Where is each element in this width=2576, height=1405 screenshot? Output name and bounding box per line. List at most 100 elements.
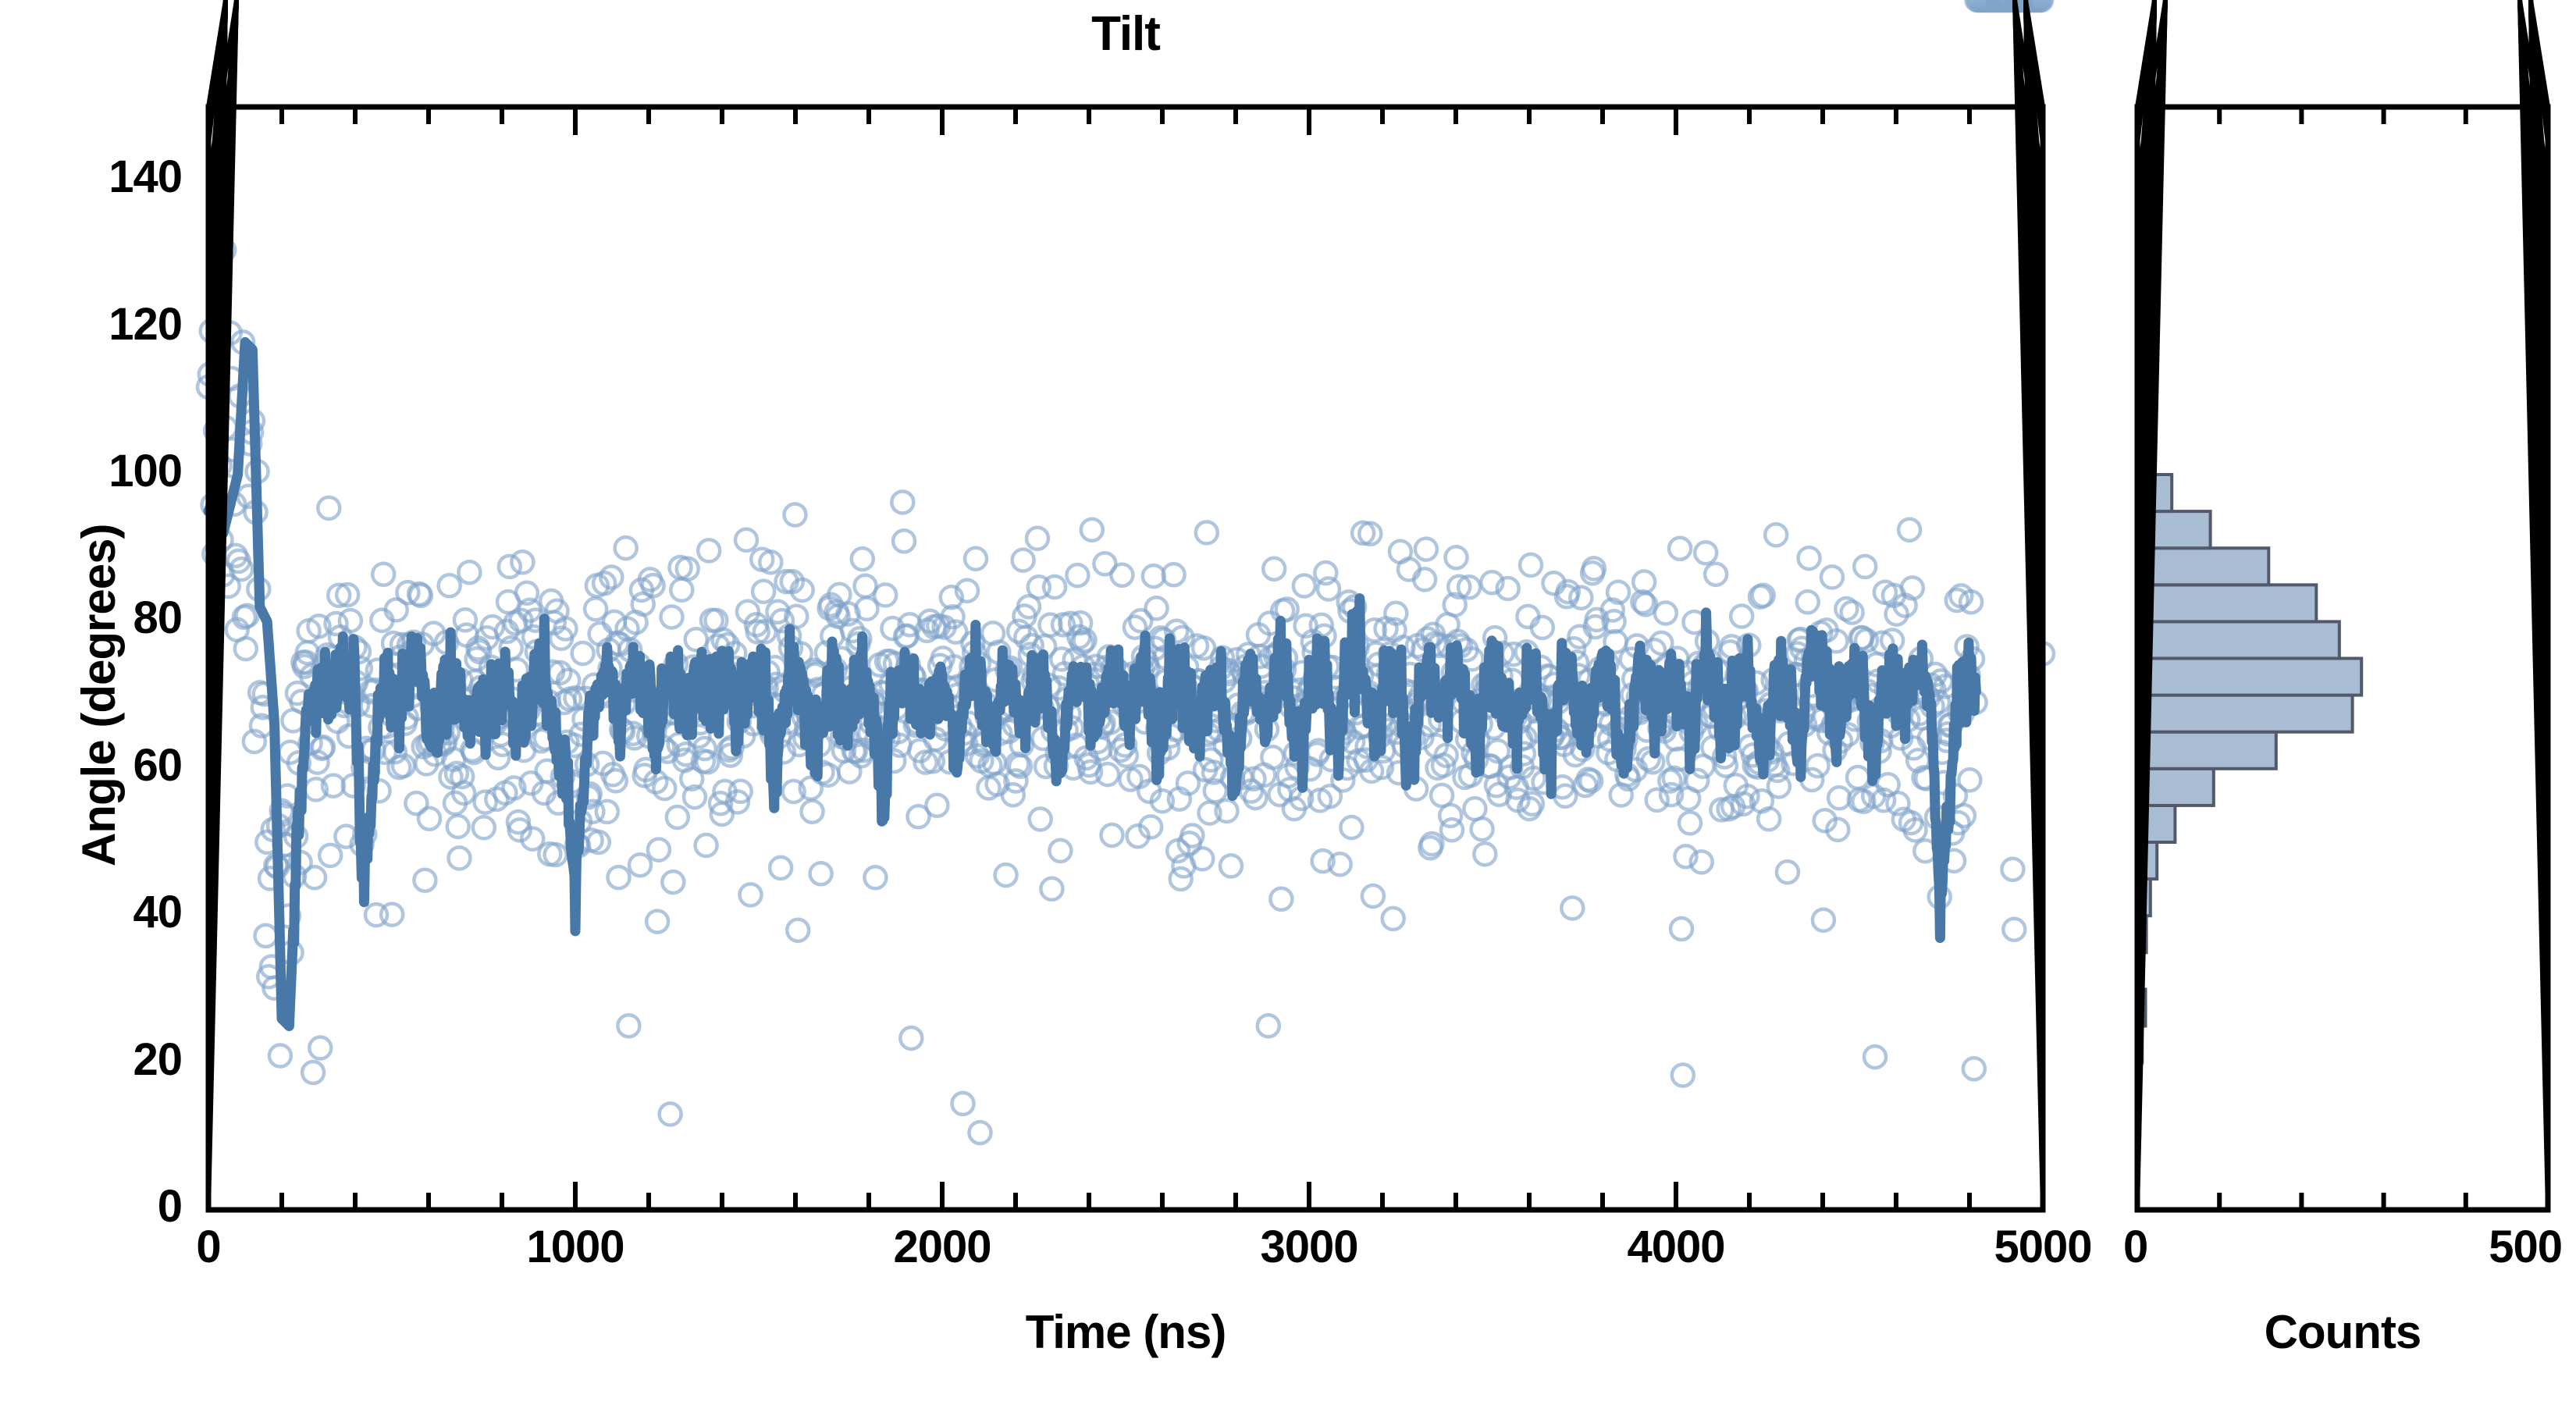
scatter-point (1560, 895, 1585, 921)
scatter-point (646, 837, 672, 863)
scatter-point (233, 635, 259, 662)
scatter-point (1884, 601, 1909, 627)
axis-tick (2012, 0, 2045, 181)
scatter-point (644, 909, 671, 934)
scatter-point (640, 572, 666, 599)
scatter-point (738, 882, 763, 908)
scatter-point (1109, 562, 1135, 588)
scatter-point (1515, 603, 1541, 630)
main-ytick-label: 40 (133, 887, 183, 938)
scatter-point (603, 768, 629, 794)
scatter-point (696, 538, 722, 564)
scatter-point (1175, 770, 1201, 796)
scatter-point (1667, 535, 1693, 561)
axis-tick (2023, 0, 2045, 108)
scatter-point (652, 775, 678, 802)
axis-tick (2012, 0, 2045, 328)
scatter-point (1194, 520, 1220, 546)
scatter-point (1472, 841, 1498, 867)
scatter-point (678, 766, 705, 792)
scatter-point (457, 559, 482, 585)
scatter-point (1310, 848, 1336, 874)
scatter-point (514, 580, 540, 606)
scatter-point (320, 773, 347, 799)
scatter-point (301, 865, 328, 891)
axis-tick (2517, 0, 2550, 328)
scatter-point (891, 528, 917, 554)
scatter-point (1630, 589, 1656, 615)
main-ytick-label: 0 (157, 1181, 183, 1232)
scatter-point (452, 607, 479, 633)
scatter-point (1274, 596, 1300, 622)
axis-tick (2135, 0, 2157, 108)
scatter-point (950, 1090, 976, 1117)
scatter-point (1766, 774, 1792, 799)
scatter-point (735, 599, 761, 624)
scatter-point (267, 1043, 294, 1069)
scatter-point (1214, 798, 1240, 824)
main-xtick-label: 0 (196, 1222, 221, 1272)
scatter-point (1469, 816, 1495, 842)
scatter-point (1605, 579, 1631, 605)
scatter-point (1796, 545, 1822, 571)
scatter-point (664, 804, 691, 831)
scatter-point (1099, 822, 1125, 848)
scatter-point (606, 864, 632, 891)
scatter-point (1529, 614, 1556, 641)
scatter-point (1313, 560, 1339, 586)
scatter-point (993, 862, 1019, 888)
scatter-point (234, 603, 260, 629)
scatter-point (407, 582, 434, 609)
scatter-point (553, 616, 578, 642)
scatter-point (769, 607, 795, 634)
scatter-point (1291, 573, 1318, 599)
scatter-point (519, 826, 546, 852)
scatter-point (849, 546, 876, 572)
main-ytick-label: 120 (109, 298, 183, 350)
scatter-point (1168, 866, 1194, 892)
scatter-point (1957, 767, 1983, 793)
scatter-point (943, 619, 969, 645)
scatter-point (1442, 592, 1468, 618)
scatter-point (471, 815, 497, 841)
scatter-point (1896, 517, 1923, 542)
main-xtick-label: 2000 (893, 1222, 991, 1272)
scatter-point (1079, 517, 1105, 543)
scatter-point (421, 621, 447, 646)
scatter-point (300, 1059, 326, 1086)
scatter-point (1039, 876, 1065, 902)
scatter-point (707, 791, 734, 816)
scatter-point (839, 617, 866, 644)
scatter-point (657, 1101, 683, 1127)
main-xtick-label: 5000 (1994, 1222, 2092, 1272)
scatter-point (1541, 570, 1567, 596)
scatter-point (863, 865, 888, 891)
axis-tick (206, 0, 239, 328)
scatter-point (1144, 596, 1169, 621)
scatter-point (724, 789, 751, 815)
scatter-point (306, 613, 332, 639)
scatter-point (1456, 574, 1482, 600)
scatter-point (616, 1012, 642, 1039)
scatter-point (601, 609, 628, 635)
scatter-point (1688, 849, 1714, 875)
scatter-point (412, 867, 438, 893)
scatter-series (195, 0, 2056, 1146)
scatter-point (627, 852, 653, 878)
scatter-point (383, 597, 409, 623)
scatter-point (1293, 613, 1318, 639)
scatter-point (1673, 843, 1699, 870)
scatter-point (1810, 907, 1837, 934)
scatter-point (1653, 600, 1679, 626)
scatter-point (1260, 745, 1286, 770)
histogram-bar (2136, 730, 2278, 770)
histogram-bars (2136, 179, 2364, 1138)
scatter-point (1048, 646, 1075, 672)
scatter-point (1519, 791, 1546, 817)
scatter-point (1383, 600, 1409, 626)
scatter-point (962, 546, 989, 572)
scatter-point (674, 556, 700, 582)
scatter-point (1443, 544, 1469, 571)
scatter-point (1961, 1055, 1987, 1082)
scatter-point (1005, 618, 1032, 645)
